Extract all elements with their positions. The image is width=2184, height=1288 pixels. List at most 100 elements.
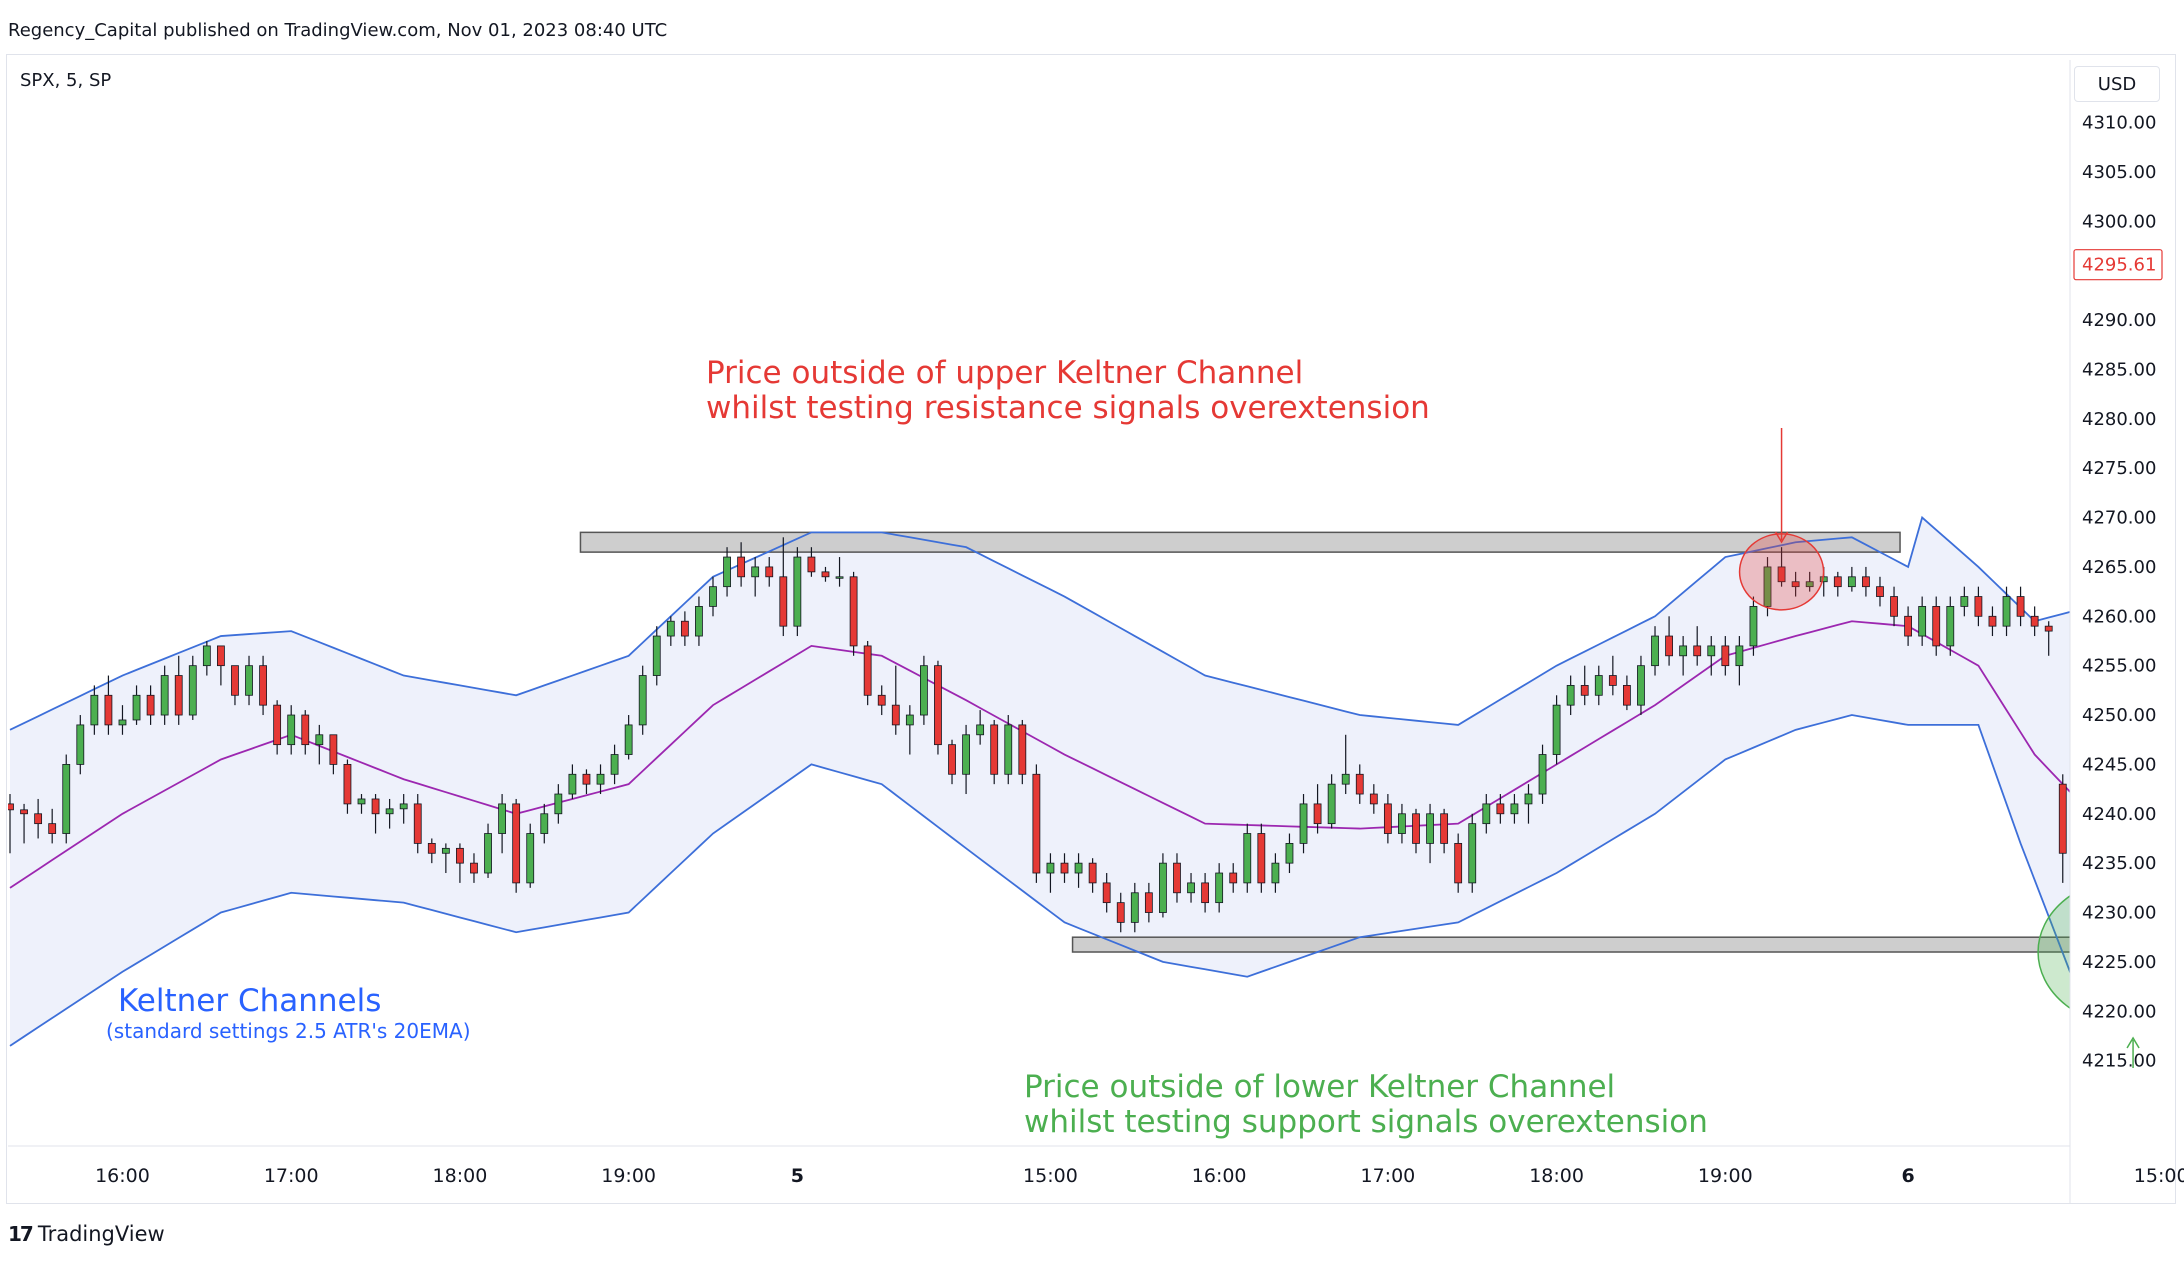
bull-candle: [905, 714, 914, 726]
bear-candle: [470, 862, 478, 874]
bull-candle: [1763, 566, 1772, 607]
keltner-upper-line: [9, 515, 2070, 731]
bear-candle: [582, 773, 591, 785]
bull-candle: [1707, 645, 1716, 657]
time-tick-label: 16:00: [1192, 1165, 1247, 1187]
bear-candle: [273, 704, 282, 746]
time-tick-label: 15:00: [1023, 1165, 1078, 1187]
bear-candle: [2016, 596, 2025, 617]
bull-candle: [1960, 596, 1969, 607]
bear-candle: [231, 665, 239, 696]
upper-channel-annotation: Price outside of upper Keltner Channel w…: [706, 356, 1430, 425]
bear-candle: [1412, 813, 1420, 844]
bear-candle: [8, 803, 14, 811]
time-tick-label: 17:00: [264, 1165, 319, 1187]
symbol-label: SPX, 5, SP: [20, 70, 112, 91]
bull-candle: [976, 724, 985, 736]
bear-candle: [2172, 972, 2179, 1002]
bear-candle: [343, 764, 352, 805]
price-tick-label: 4300.00: [2082, 211, 2156, 232]
bear-candle: [779, 576, 788, 627]
tradingview-brand: TradingView: [37, 1222, 165, 1246]
bear-candle: [48, 823, 57, 834]
bull-candle: [554, 793, 563, 815]
time-tick-label: 6: [1901, 1165, 1914, 1187]
bull-candle: [1637, 665, 1645, 706]
bear-candle: [174, 675, 183, 716]
time-tick-label: 15:00: [2134, 1165, 2184, 1187]
lower-annotation-line2: whilst testing support signals overexten…: [1024, 1103, 1708, 1140]
bull-candle: [1552, 704, 1561, 755]
bear-candle: [1454, 842, 1463, 884]
bear-candle: [1355, 773, 1364, 795]
bear-candle: [1440, 813, 1449, 844]
bull-candle: [1187, 882, 1195, 894]
last-price-box: [2073, 249, 2163, 281]
keltner-title: Keltner Channels: [118, 983, 382, 1019]
bull-candle: [1130, 892, 1139, 923]
lower-annotation-line1: Price outside of lower Keltner Channel: [1024, 1069, 1616, 1105]
bear-candle: [1665, 635, 1673, 657]
bull-candle: [441, 847, 450, 854]
bear-candle: [849, 576, 858, 647]
bear-candle: [1890, 596, 1898, 617]
bull-candle: [245, 665, 253, 696]
bull-candle: [1468, 823, 1477, 884]
bear-candle: [1777, 566, 1786, 583]
bull-candle: [920, 665, 928, 716]
overextension-highlight-lower: [2037, 895, 2070, 1010]
last-price-label: 4295.61: [2082, 255, 2156, 276]
bull-candle: [399, 803, 408, 810]
price-tick-label: 4280.00: [2082, 409, 2156, 430]
currency-label[interactable]: USD: [2074, 66, 2160, 102]
upper-arrow-head: [1774, 531, 1789, 544]
bull-candle: [62, 764, 71, 834]
bull-candle: [526, 833, 535, 884]
bull-candle: [1327, 783, 1336, 825]
time-tick-label: 16:00: [95, 1165, 150, 1187]
price-tick-label: 4265.00: [2082, 557, 2156, 578]
price-tick-label: 4230.00: [2082, 903, 2156, 924]
price-tick-label: 4270.00: [2082, 508, 2156, 529]
bull-candle: [1918, 606, 1927, 637]
tradingview-footer[interactable]: 17 TradingView: [8, 1222, 165, 1246]
price-tick-label: 4235.00: [2082, 853, 2156, 874]
bear-candle: [2144, 922, 2151, 952]
price-tick-label: 4305.00: [2082, 162, 2156, 183]
bear-candle: [1257, 833, 1266, 884]
bull-candle: [1341, 773, 1350, 785]
time-tick-label: 17:00: [1360, 1165, 1415, 1187]
bear-candle: [877, 694, 886, 706]
bear-candle: [1988, 615, 1997, 627]
bear-candle: [216, 645, 225, 667]
lower-channel-annotation: Price outside of lower Keltner Channel w…: [1024, 1070, 1708, 1139]
bull-candle: [1566, 685, 1575, 706]
bull-candle: [1271, 862, 1280, 884]
bear-candle: [146, 694, 155, 716]
bear-candle: [1088, 862, 1097, 884]
bear-candle: [2058, 783, 2067, 854]
bear-candle: [680, 620, 689, 637]
bull-candle: [1074, 862, 1083, 874]
plot-area: [8, 515, 2179, 1047]
bear-candle: [1369, 793, 1378, 805]
bull-candle: [1651, 635, 1659, 667]
bull-candle: [835, 576, 844, 579]
bull-candle: [1679, 645, 1688, 657]
bear-candle: [1608, 675, 1617, 686]
bull-candle: [357, 798, 366, 805]
publisher-line: Regency_Capital published on TradingView…: [8, 20, 668, 41]
bear-candle: [2073, 853, 2080, 932]
bull-candle: [118, 719, 127, 726]
tradingview-logo-icon: 17: [8, 1222, 34, 1246]
bear-candle: [512, 803, 521, 884]
price-tick-label: 4285.00: [2082, 359, 2156, 380]
bear-candle: [1904, 615, 1912, 637]
bear-candle: [2044, 625, 2053, 632]
bear-candle: [456, 847, 464, 864]
bull-candle: [1299, 803, 1308, 844]
bull-candle: [90, 694, 99, 726]
bear-candle: [1721, 645, 1730, 667]
bear-candle: [301, 714, 310, 746]
